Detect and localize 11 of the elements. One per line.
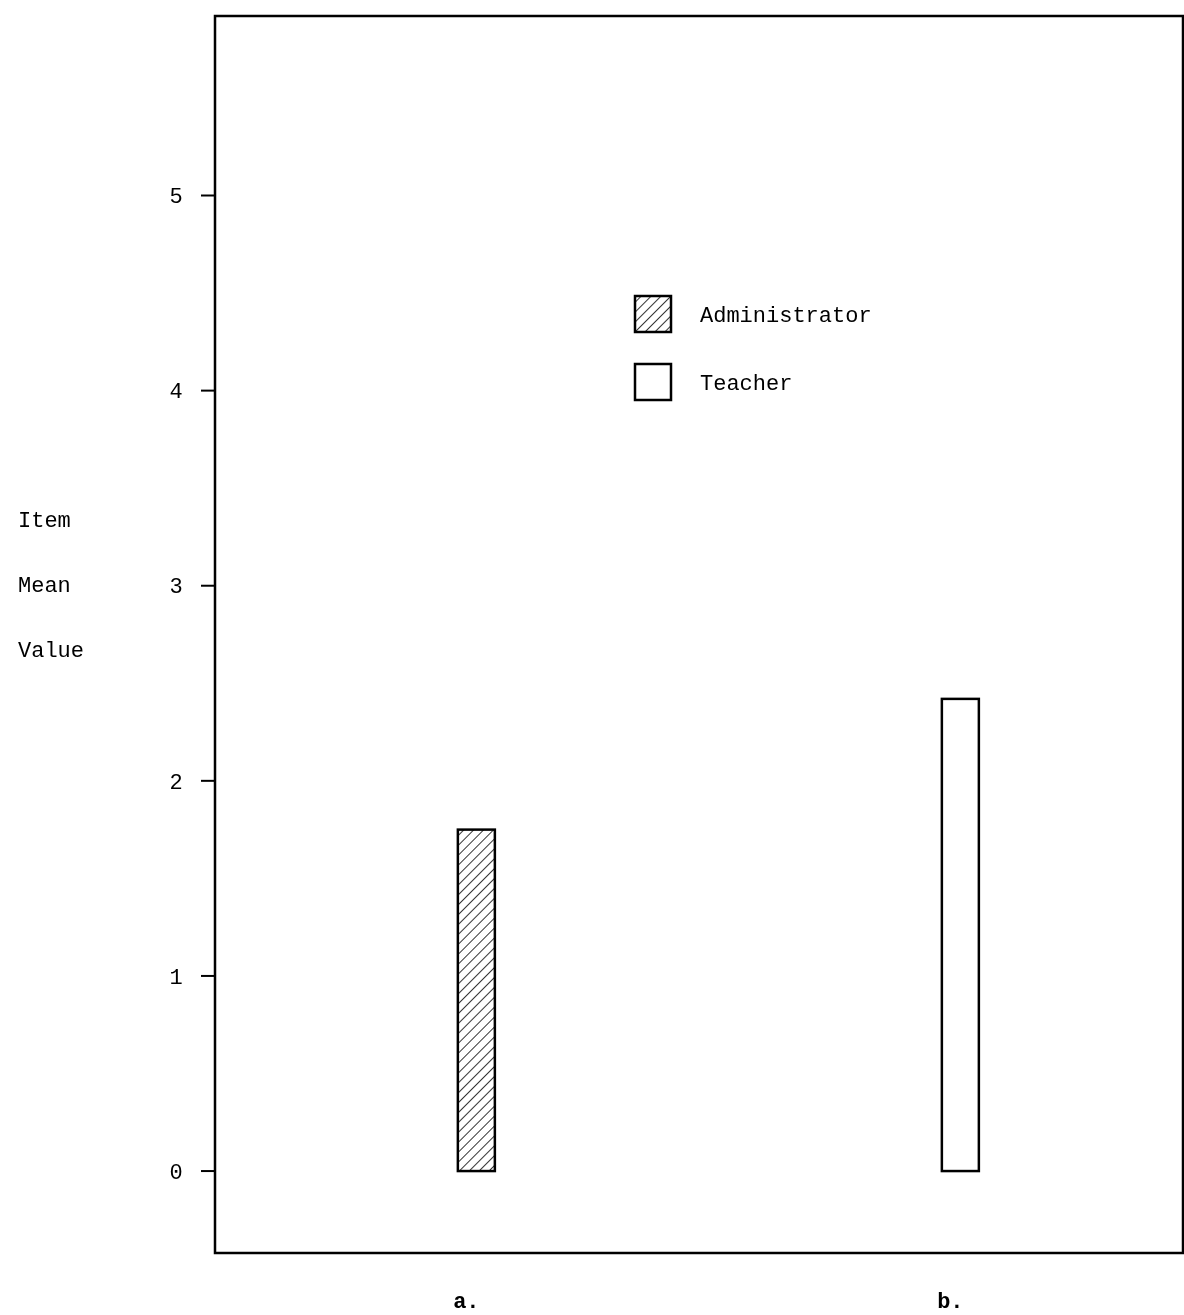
y-tick-label: 0 [169,1160,183,1186]
legend-label: Administrator [700,303,872,329]
y-tick-label: 5 [169,185,183,211]
text: Item Mean Value [18,509,85,664]
legend-label: Teacher [700,371,793,397]
x-tick-label: b. [937,1290,964,1315]
y-tick-label: 2 [169,770,183,796]
x-tick-label: a. [453,1290,480,1315]
y-tick-label: 1 [169,965,183,991]
y-tick-label: 3 [169,575,183,601]
y-tick-label: 4 [169,380,183,406]
